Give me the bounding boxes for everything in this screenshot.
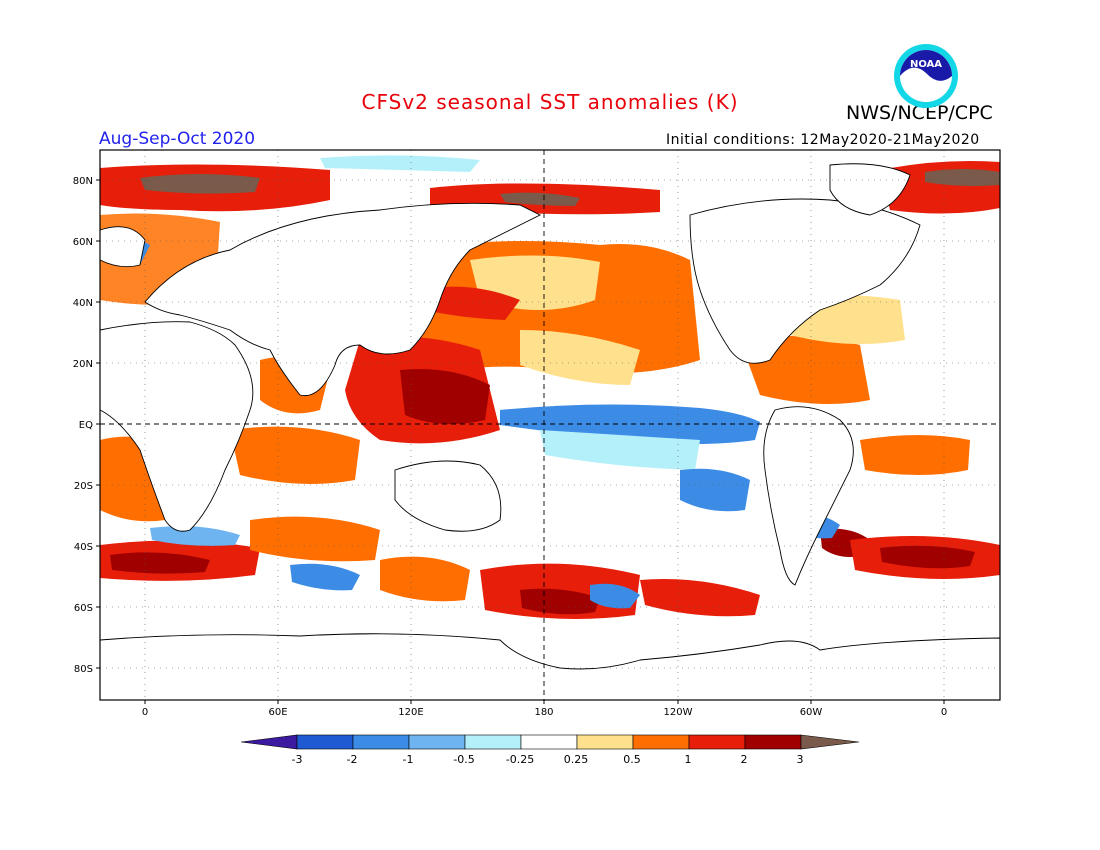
map-frame [99,149,1001,701]
noaa-logo: NOAA [894,44,958,108]
lat-label: 80S [74,664,93,675]
lat-label: 60N [73,237,93,248]
lon-label: 120W [664,707,693,718]
season-label: Aug-Sep-Oct 2020 [99,129,256,149]
lat-label: 60S [74,603,93,614]
lon-label: 60E [268,707,287,718]
graticule [100,150,1000,700]
lat-label: 40N [73,298,93,309]
lat-label: EQ [79,420,93,431]
lat-label: 40S [74,542,93,553]
lat-label: 20S [74,481,93,492]
lon-label: 60W [800,707,823,718]
anomaly-fields [100,155,1000,619]
equator-dateline [100,150,1000,700]
lon-label: 0 [941,707,947,718]
lon-label: 180 [534,707,553,718]
lat-label: 20N [73,359,93,370]
logo-text: NOAA [910,59,942,70]
continents [99,163,1001,701]
lon-label: 120E [398,707,423,718]
lon-label: 0 [142,707,148,718]
initial-conditions-label: Initial conditions: 12May2020-21May2020 [666,132,980,148]
lat-label: 80N [73,176,93,187]
map-title: CFSv2 seasonal SST anomalies (K) [361,90,739,114]
agency-label: NWS/NCEP/CPC [846,102,993,124]
